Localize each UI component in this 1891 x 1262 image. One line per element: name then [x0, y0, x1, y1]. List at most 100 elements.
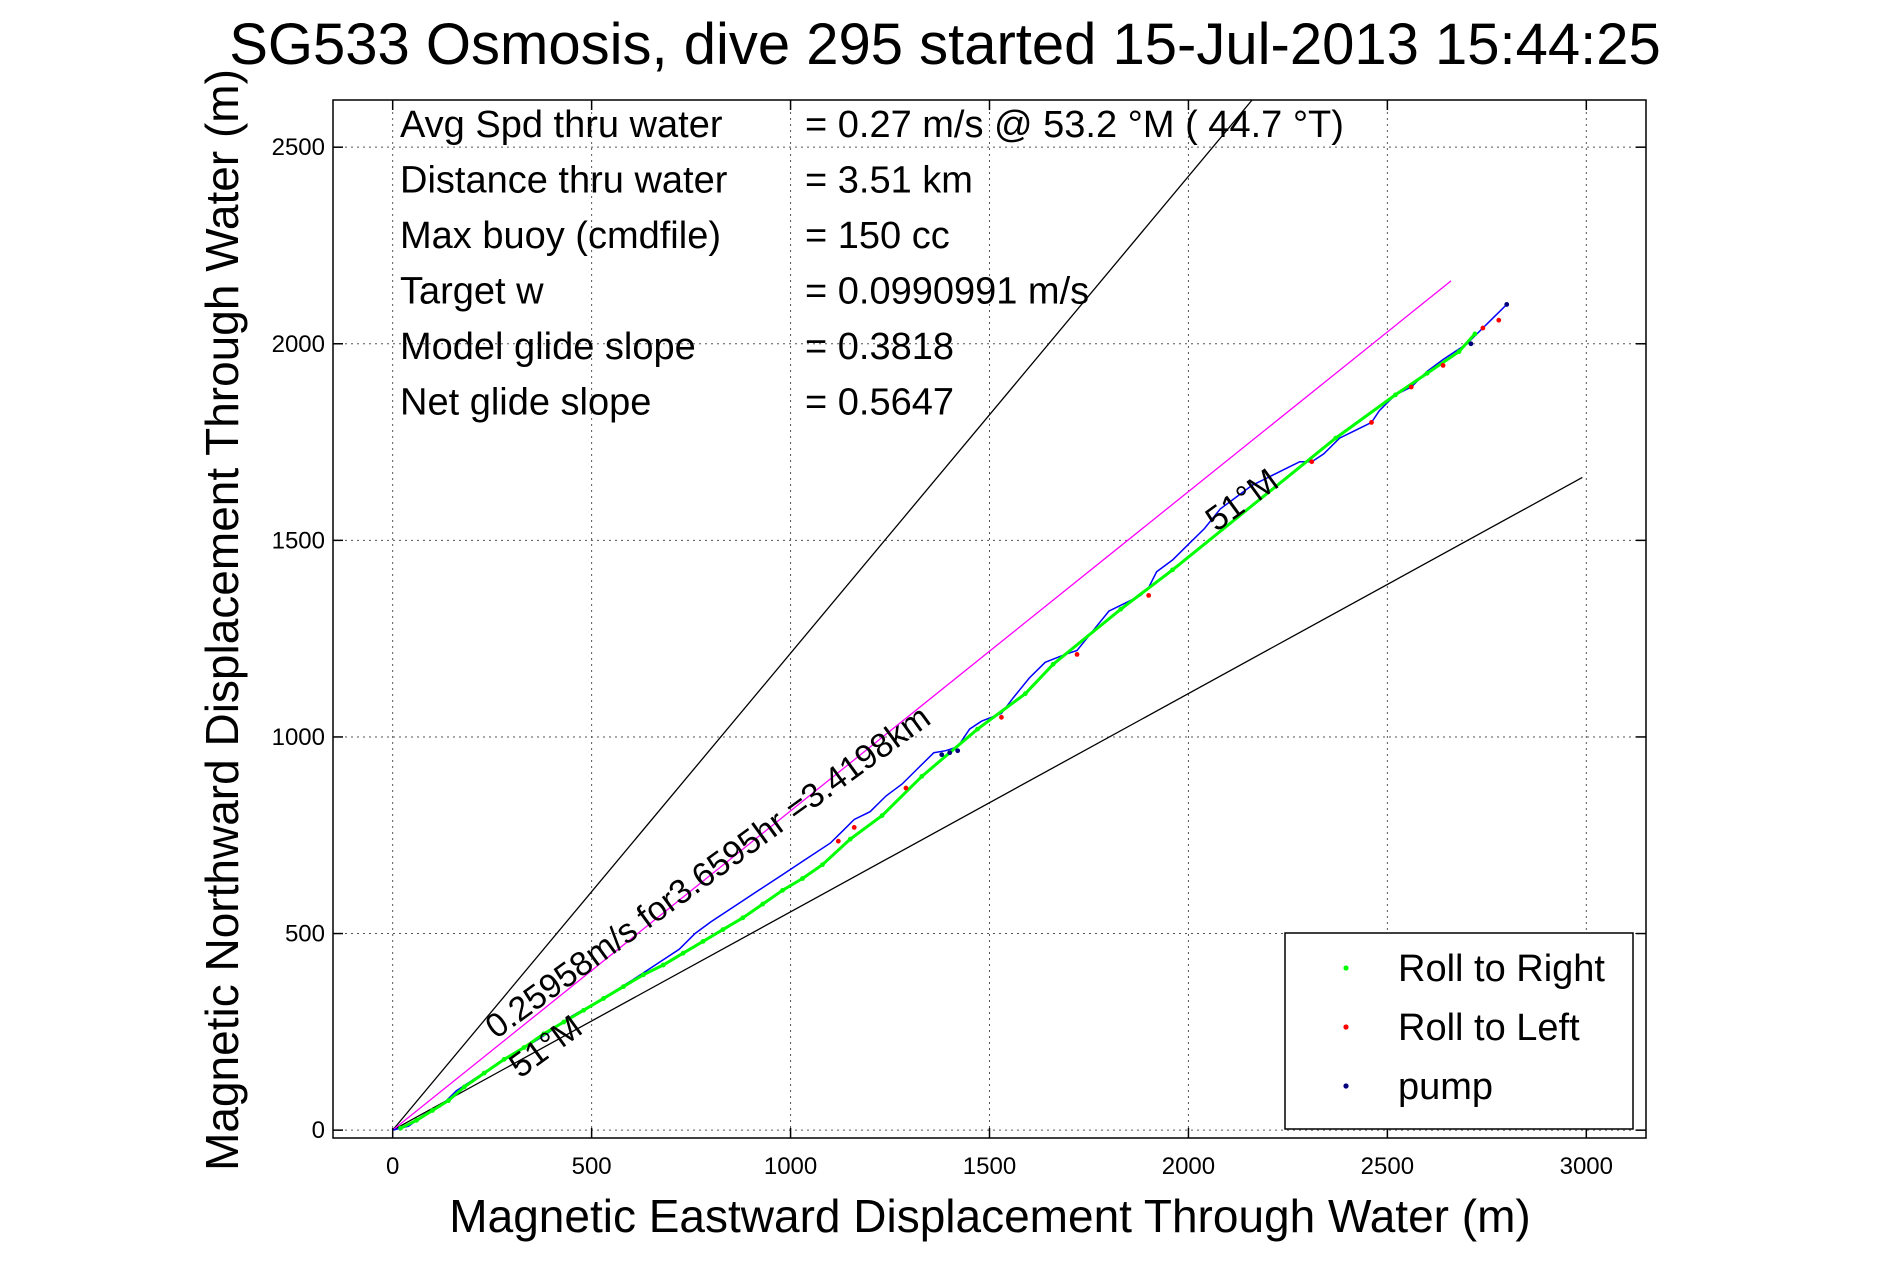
data-point	[847, 836, 853, 842]
x-axis-label: Magnetic Eastward Displacement Through W…	[449, 1190, 1530, 1242]
data-point	[640, 972, 646, 978]
x-tick-label: 2000	[1162, 1153, 1215, 1180]
series-roll-to-right	[398, 331, 1478, 1131]
data-point	[1392, 392, 1398, 398]
legend: Roll to Right Roll to Left pump	[1284, 932, 1634, 1130]
legend-marker	[1343, 965, 1349, 971]
data-point	[851, 824, 857, 830]
legend-label: Roll to Right	[1398, 948, 1605, 990]
data-point	[939, 752, 945, 758]
data-point	[700, 939, 706, 944]
data-point	[879, 813, 885, 818]
info-label: Net glide slope	[400, 382, 651, 424]
legend-box	[1284, 932, 1634, 1130]
legend-marker	[1343, 1083, 1349, 1089]
data-point	[481, 1070, 487, 1076]
data-point	[521, 1045, 527, 1050]
info-value: = 3.51 km	[805, 160, 973, 202]
data-point	[999, 714, 1004, 720]
data-point	[780, 887, 786, 893]
data-point	[1456, 349, 1462, 355]
data-point	[1369, 420, 1374, 425]
y-tick-label: 500	[285, 921, 325, 948]
data-point	[680, 950, 686, 956]
data-point	[740, 915, 746, 921]
data-point	[1050, 661, 1056, 667]
y-tick-label: 0	[312, 1117, 325, 1144]
y-axis-label: Magnetic Northward Displacement Through …	[196, 69, 248, 1171]
data-point	[581, 1007, 587, 1013]
track-line	[392, 303, 1508, 1131]
data-point	[1170, 567, 1175, 573]
reference-line	[392, 476, 1583, 1131]
axis-ticks	[333, 100, 1646, 1138]
data-point	[1480, 325, 1486, 331]
data-point	[1309, 459, 1315, 465]
roll-right-segment	[399, 332, 1477, 1130]
x-tick-label: 1000	[764, 1153, 817, 1180]
data-point	[1146, 593, 1152, 598]
data-point	[1022, 691, 1028, 697]
reference-line	[392, 99, 1253, 1131]
dive-track	[392, 303, 1508, 1131]
info-label: Distance thru water	[400, 160, 728, 202]
data-point	[947, 750, 953, 756]
series-roll-to-left	[835, 317, 1502, 844]
x-tick-label: 2500	[1361, 1153, 1414, 1180]
data-point	[1408, 384, 1414, 390]
data-point	[819, 862, 825, 868]
data-point	[541, 1031, 547, 1037]
data-point	[1074, 651, 1080, 657]
data-point	[414, 1117, 419, 1123]
reference-lines	[392, 99, 1583, 1131]
axis-tick-labels: 0 500 1000 1500 2000 2500 3000 0 500 1000 1500 2000…	[272, 134, 1613, 1180]
legend-marker	[1343, 1024, 1349, 1030]
info-value: = 0.0990991 m/s	[805, 271, 1089, 313]
data-point	[835, 838, 841, 844]
data-point	[1118, 606, 1124, 612]
data-point	[601, 996, 606, 1001]
data-point	[621, 984, 626, 990]
data-point	[501, 1056, 507, 1062]
y-tick-label: 2500	[272, 134, 325, 161]
data-point	[1468, 341, 1474, 347]
data-point	[1333, 435, 1339, 441]
data-point	[660, 962, 666, 968]
legend-label: pump	[1398, 1066, 1493, 1108]
data-point	[561, 1019, 567, 1025]
info-value: = 150 cc	[805, 215, 950, 257]
data-point	[461, 1084, 467, 1090]
data-point	[1472, 331, 1478, 337]
series-pump	[939, 302, 1510, 758]
info-value: = 0.5647	[805, 382, 954, 424]
data-point	[975, 726, 980, 732]
data-point	[1504, 302, 1510, 307]
data-point	[760, 901, 766, 907]
data-point	[430, 1108, 435, 1113]
y-tick-label: 1000	[272, 724, 325, 751]
series-points	[398, 302, 1510, 1131]
x-tick-label: 500	[572, 1153, 612, 1180]
info-label: Model glide slope	[400, 326, 696, 368]
data-point	[903, 785, 909, 791]
info-label: Max buoy (cmdfile)	[400, 215, 721, 257]
info-label: Target w	[400, 271, 544, 313]
data-point	[1424, 370, 1430, 376]
data-point	[955, 748, 961, 754]
data-point	[1496, 317, 1502, 323]
data-point	[800, 876, 805, 881]
info-value: = 0.3818	[805, 326, 954, 368]
data-point	[1440, 362, 1446, 368]
x-tick-label: 1500	[963, 1153, 1016, 1180]
x-tick-label: 0	[386, 1153, 399, 1180]
legend-label: Roll to Left	[1398, 1007, 1580, 1049]
data-point	[720, 927, 726, 933]
data-point	[445, 1098, 451, 1104]
info-label: Avg Spd thru water	[400, 104, 723, 146]
x-tick-label: 3000	[1560, 1153, 1613, 1180]
data-point	[398, 1125, 404, 1131]
y-tick-label: 1500	[272, 527, 325, 554]
chart-title: SG533 Osmosis, dive 295 started 15-Jul-2…	[229, 12, 1661, 77]
y-tick-label: 2000	[272, 331, 325, 358]
